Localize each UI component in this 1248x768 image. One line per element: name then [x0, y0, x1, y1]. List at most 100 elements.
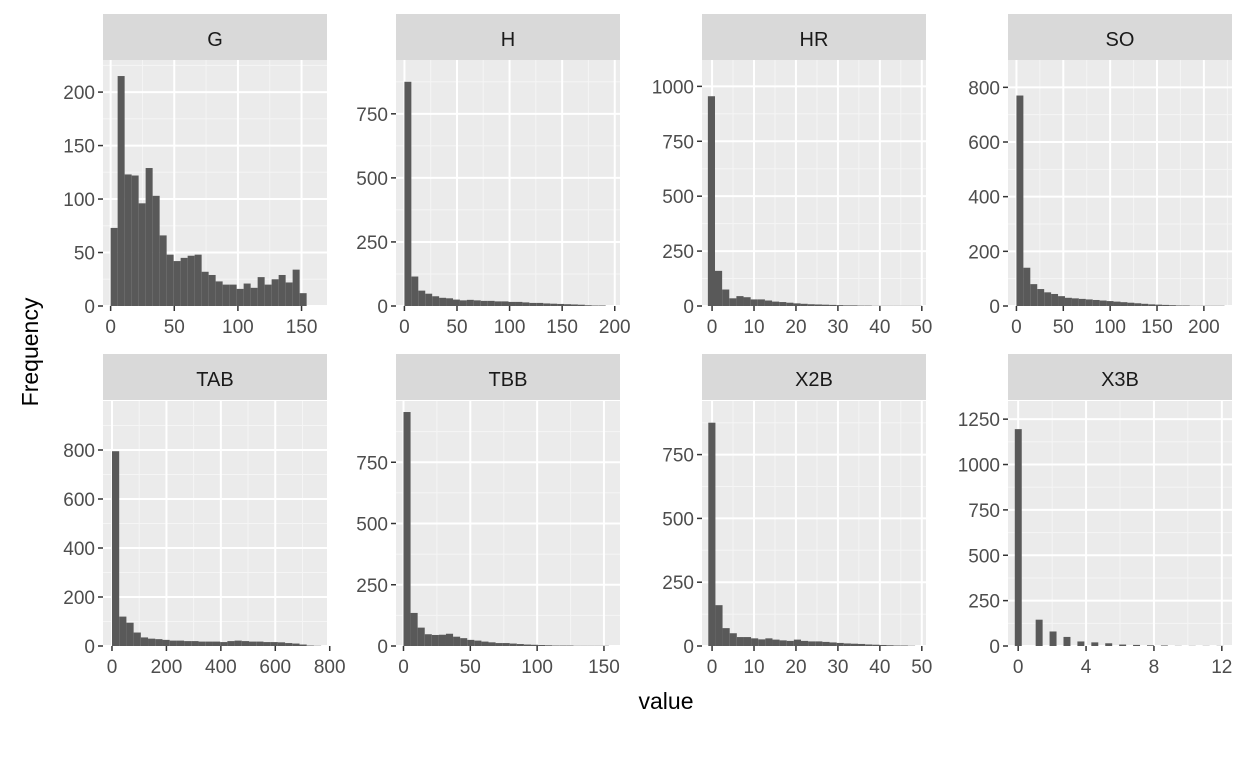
y-tick-label: 750 [662, 132, 694, 153]
x-tick-label: 100 [494, 317, 526, 338]
histogram-bar [858, 643, 866, 646]
histogram-bar [1162, 304, 1170, 306]
y-tick-label: 0 [989, 637, 1000, 658]
facet-strip [1008, 14, 1232, 60]
x-tick-label: 600 [259, 657, 291, 678]
histogram-bar [1058, 296, 1065, 306]
histogram-bar [1119, 644, 1127, 646]
histogram-bar [166, 254, 174, 306]
y-tick-label: 0 [989, 297, 1000, 318]
histogram-bar [729, 298, 737, 306]
histogram-bar [459, 300, 467, 306]
histogram-bar [257, 277, 265, 306]
histogram-bar [779, 640, 787, 646]
histogram-bar [1092, 299, 1100, 306]
histogram-bar [743, 297, 751, 306]
histogram-bar [509, 643, 517, 646]
histogram-bar [1133, 644, 1141, 646]
histogram-bar [431, 634, 439, 646]
histogram-bar [529, 302, 537, 306]
histogram-bar [1014, 429, 1022, 646]
y-tick-label: 150 [63, 137, 95, 158]
histogram-bar [180, 257, 188, 306]
x-tick-label: 40 [869, 657, 890, 678]
histogram-bar [872, 644, 880, 646]
histogram-bar [758, 639, 766, 646]
y-tick-label: 250 [968, 592, 1000, 613]
histogram-bar [111, 451, 120, 646]
histogram-bar [1077, 641, 1085, 646]
histogram-bar [404, 81, 412, 306]
histogram-bar [1016, 95, 1024, 307]
y-tick-label: 750 [356, 453, 388, 474]
histogram-bar [843, 305, 851, 306]
y-tick-label: 400 [63, 539, 95, 560]
histogram-bar [131, 175, 139, 306]
histogram-bar [425, 293, 433, 306]
histogram-bar [550, 303, 558, 306]
x-tick-label: 50 [446, 317, 467, 338]
y-tick-label: 0 [84, 637, 95, 658]
histogram-bar [1182, 305, 1190, 306]
histogram-bar [1106, 301, 1114, 306]
x-tick-label: 0 [107, 657, 118, 678]
x-tick-label: 150 [588, 657, 620, 678]
x-tick-label: 50 [911, 657, 932, 678]
histogram-bar [584, 305, 592, 306]
y-tick-label: 500 [356, 515, 388, 536]
histogram-bar [1141, 303, 1149, 306]
histogram-bar [148, 638, 156, 646]
x-tick-label: 12 [1211, 657, 1232, 678]
x-tick-label: 10 [743, 657, 764, 678]
histogram-bar [736, 296, 744, 306]
x-tick-label: 150 [1141, 317, 1173, 338]
y-tick-label: 750 [356, 105, 388, 126]
facet-strip-label: SO [1106, 29, 1135, 51]
histogram-bar [779, 302, 787, 306]
x-tick-label: 0 [398, 657, 409, 678]
x-axis-title: value [639, 688, 694, 714]
histogram-bar [751, 638, 759, 646]
x-tick-label: 10 [743, 317, 764, 338]
x-tick-label: 100 [521, 657, 553, 678]
facet-strip [103, 354, 327, 400]
histogram-bar [124, 174, 132, 306]
histogram-bar [438, 634, 446, 646]
histogram-bar [250, 287, 258, 306]
facet-strip [1008, 354, 1232, 400]
histogram-bar [516, 644, 524, 646]
y-tick-label: 0 [377, 637, 388, 658]
histogram-bar [460, 638, 468, 646]
histogram-bar [243, 283, 251, 306]
histogram-bar [545, 645, 553, 646]
x-tick-label: 100 [222, 317, 254, 338]
histogram-bar [191, 641, 199, 646]
histogram-bar [424, 634, 432, 646]
facet-panel-tab: TAB 0 200 400 600 800 0 200 400 600 800 [63, 354, 346, 678]
histogram-bar [879, 644, 887, 646]
histogram-bar [722, 628, 730, 646]
x-tick-label: 50 [164, 317, 185, 338]
histogram-bar [474, 640, 482, 646]
histogram-bar [800, 303, 808, 306]
histogram-bar [495, 643, 503, 646]
histogram-bar [403, 412, 411, 646]
panel-background [702, 401, 926, 646]
histogram-bar [793, 303, 801, 306]
x-tick-label: 50 [1053, 317, 1074, 338]
histogram-bar [743, 637, 752, 646]
histogram-bar [110, 227, 118, 306]
histogram-bar [577, 304, 585, 306]
histogram-bar [410, 612, 418, 646]
histogram-bar [1071, 298, 1079, 306]
histogram-bar [1169, 305, 1176, 306]
histogram-bar [176, 640, 185, 646]
histogram-bar [570, 304, 578, 306]
y-tick-label: 200 [968, 242, 1000, 263]
histogram-bar [194, 254, 202, 306]
histogram-bar [227, 641, 235, 646]
facet-panel-x2b: X2B 0 250 500 750 0 10 20 30 40 50 [662, 354, 932, 678]
histogram-bar [145, 168, 153, 306]
histogram-bar [1035, 619, 1043, 646]
histogram-bar [598, 305, 606, 306]
